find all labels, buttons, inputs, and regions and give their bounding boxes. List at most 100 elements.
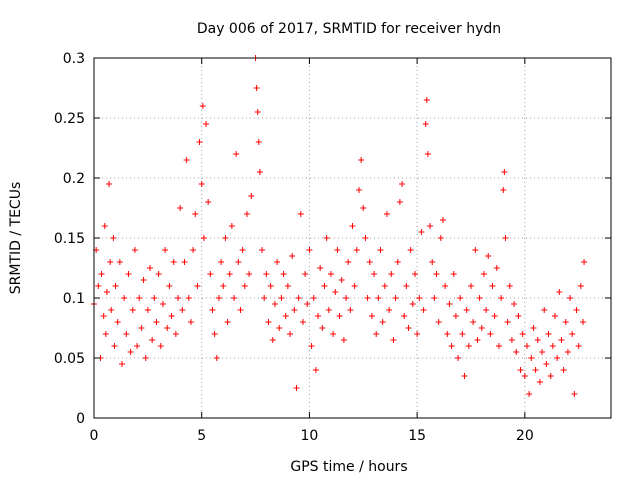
data-point xyxy=(476,295,483,301)
data-point xyxy=(267,283,274,289)
data-point xyxy=(253,85,260,91)
data-point xyxy=(338,277,345,283)
data-point xyxy=(571,391,578,397)
data-point xyxy=(116,259,123,265)
data-point xyxy=(166,283,173,289)
data-point xyxy=(103,289,110,295)
data-point xyxy=(517,367,524,373)
data-point xyxy=(295,295,302,301)
data-point xyxy=(526,391,533,397)
data-point xyxy=(265,319,272,325)
data-point xyxy=(519,331,526,337)
data-point xyxy=(177,205,184,211)
data-point xyxy=(321,283,328,289)
data-point xyxy=(452,313,459,319)
data-point xyxy=(355,187,362,193)
data-point xyxy=(495,343,502,349)
data-point xyxy=(196,139,203,145)
data-point xyxy=(102,331,109,337)
data-point xyxy=(390,337,397,343)
data-point xyxy=(558,337,565,343)
data-point xyxy=(534,337,541,343)
data-point xyxy=(360,205,367,211)
plot-frame xyxy=(93,57,612,419)
data-point xyxy=(194,283,201,289)
data-point xyxy=(444,331,451,337)
x-tick-label: 20 xyxy=(516,428,534,444)
data-point xyxy=(330,331,337,337)
data-point xyxy=(181,259,188,265)
data-point xyxy=(190,247,197,253)
data-point xyxy=(271,301,278,307)
data-point xyxy=(239,247,246,253)
y-axis-label: SRMTID / TECUs xyxy=(8,182,24,295)
data-point xyxy=(401,313,408,319)
data-point xyxy=(457,295,464,301)
data-point xyxy=(323,235,330,241)
data-point xyxy=(530,325,537,331)
data-point xyxy=(403,283,410,289)
data-point xyxy=(111,343,118,349)
data-point xyxy=(528,355,535,361)
data-point xyxy=(289,253,296,259)
data-point xyxy=(95,283,102,289)
data-point xyxy=(364,295,371,301)
data-point xyxy=(381,283,388,289)
data-point xyxy=(459,331,466,337)
data-point xyxy=(147,265,154,271)
data-point xyxy=(276,325,283,331)
data-point xyxy=(478,325,485,331)
data-point xyxy=(506,283,513,289)
data-point xyxy=(379,319,386,325)
x-tick-label: 10 xyxy=(301,428,319,444)
axis-ticks: 0 0.05 0.1 0.15 0.2 0.25 0.3 0 5 10 15 20 xyxy=(54,51,611,444)
data-point xyxy=(254,109,261,115)
data-point xyxy=(501,169,508,175)
data-point xyxy=(325,307,332,313)
data-point xyxy=(127,349,134,355)
data-point xyxy=(170,259,177,265)
data-point xyxy=(138,325,145,331)
data-point xyxy=(373,331,380,337)
data-point xyxy=(541,307,548,313)
data-point xyxy=(209,307,216,313)
data-point xyxy=(375,295,382,301)
data-point xyxy=(280,271,287,277)
data-point xyxy=(312,367,319,373)
data-point xyxy=(394,259,401,265)
data-point xyxy=(256,169,263,175)
data-point xyxy=(149,337,156,343)
data-point xyxy=(302,271,309,277)
data-point xyxy=(470,319,477,325)
data-point xyxy=(433,271,440,277)
data-point xyxy=(144,307,151,313)
data-point xyxy=(474,337,481,343)
data-point xyxy=(573,307,580,313)
data-point xyxy=(455,355,462,361)
data-point xyxy=(508,337,515,343)
data-point xyxy=(213,355,220,361)
chart-title: Day 006 of 2017, SRMTID for receiver hyd… xyxy=(197,21,501,37)
data-point xyxy=(493,265,500,271)
data-point xyxy=(226,271,233,277)
data-point xyxy=(539,349,546,355)
data-point xyxy=(399,181,406,187)
data-point xyxy=(431,295,438,301)
data-point xyxy=(435,319,442,325)
data-point xyxy=(246,271,253,277)
y-tick-label: 0.25 xyxy=(54,111,85,127)
data-point xyxy=(353,247,360,253)
data-point xyxy=(207,271,214,277)
data-point xyxy=(579,319,586,325)
data-point xyxy=(136,295,143,301)
data-point xyxy=(560,367,567,373)
data-point xyxy=(306,247,313,253)
data-point xyxy=(551,313,558,319)
data-point xyxy=(274,259,281,265)
data-point xyxy=(532,367,539,373)
data-point xyxy=(168,313,175,319)
data-point xyxy=(131,247,138,253)
data-point xyxy=(297,211,304,217)
data-point xyxy=(107,259,114,265)
data-point xyxy=(287,331,294,337)
